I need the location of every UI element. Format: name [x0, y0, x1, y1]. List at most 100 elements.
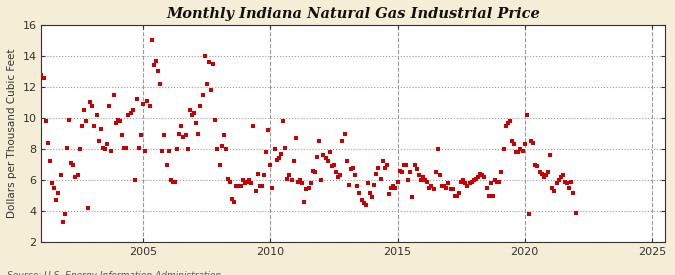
Point	[280, 145, 291, 150]
Point	[445, 187, 456, 192]
Point	[409, 162, 420, 167]
Point	[121, 145, 132, 150]
Point	[358, 201, 369, 206]
Point	[333, 175, 344, 179]
Point	[78, 108, 89, 112]
Point	[229, 200, 240, 204]
Title: Monthly Indiana Natural Gas Industrial Price: Monthly Indiana Natural Gas Industrial P…	[166, 7, 540, 21]
Point	[144, 103, 155, 108]
Point	[155, 82, 165, 86]
Point	[233, 184, 244, 189]
Point	[418, 175, 429, 179]
Point	[502, 120, 513, 125]
Point	[320, 156, 331, 161]
Point	[386, 186, 397, 190]
Point	[231, 184, 242, 189]
Point	[91, 113, 102, 117]
Point	[49, 186, 59, 190]
Point	[346, 167, 356, 171]
Point	[167, 180, 178, 184]
Point	[284, 173, 295, 178]
Point	[297, 181, 308, 185]
Point	[184, 108, 195, 112]
Point	[125, 111, 136, 116]
Point	[466, 180, 477, 184]
Point	[259, 173, 269, 178]
Point	[248, 123, 259, 128]
Point	[55, 173, 66, 178]
Point	[543, 170, 554, 175]
Point	[458, 178, 468, 182]
Point	[507, 139, 518, 144]
Point	[362, 181, 373, 185]
Point	[193, 131, 204, 136]
Point	[80, 119, 91, 123]
Point	[204, 60, 215, 64]
Point	[40, 119, 51, 123]
Point	[153, 69, 163, 74]
Point	[379, 166, 390, 170]
Point	[206, 88, 217, 92]
Point	[254, 184, 265, 189]
Point	[335, 173, 346, 178]
Point	[85, 100, 96, 105]
Point	[174, 131, 185, 136]
Point	[416, 178, 427, 182]
Point	[208, 62, 219, 66]
Point	[221, 147, 232, 151]
Point	[532, 164, 543, 168]
Point	[492, 180, 503, 184]
Point	[547, 186, 558, 190]
Point	[189, 111, 200, 116]
Point	[430, 170, 441, 175]
Point	[545, 153, 556, 158]
Point	[244, 178, 254, 182]
Point	[364, 190, 375, 195]
Point	[530, 162, 541, 167]
Point	[377, 159, 388, 164]
Point	[157, 148, 167, 153]
Point	[72, 173, 83, 178]
Point	[98, 145, 109, 150]
Point	[261, 150, 271, 154]
Point	[485, 181, 496, 185]
Point	[288, 159, 299, 164]
Point	[339, 131, 350, 136]
Point	[456, 180, 466, 184]
Point	[310, 170, 321, 175]
Point	[424, 186, 435, 190]
Point	[411, 167, 422, 171]
Point	[329, 162, 340, 167]
Point	[356, 198, 367, 202]
Point	[89, 123, 100, 128]
Point	[360, 203, 371, 207]
Point	[475, 172, 485, 176]
Point	[564, 186, 574, 190]
Point	[223, 176, 234, 181]
Point	[369, 183, 379, 187]
Point	[70, 175, 81, 179]
Point	[269, 147, 280, 151]
Point	[267, 186, 278, 190]
Point	[68, 162, 79, 167]
Point	[127, 108, 138, 112]
Point	[496, 170, 507, 175]
Point	[256, 184, 267, 189]
Point	[159, 133, 170, 137]
Point	[134, 145, 144, 150]
Point	[45, 159, 55, 164]
Point	[452, 193, 462, 198]
Point	[327, 164, 338, 168]
Point	[556, 175, 566, 179]
Point	[324, 150, 335, 154]
Point	[375, 176, 386, 181]
Point	[93, 139, 104, 144]
Point	[43, 141, 53, 145]
Point	[403, 178, 414, 182]
Point	[295, 178, 306, 182]
Point	[169, 180, 180, 184]
Point	[392, 180, 403, 184]
Point	[104, 103, 115, 108]
Point	[57, 220, 68, 224]
Point	[373, 166, 384, 170]
